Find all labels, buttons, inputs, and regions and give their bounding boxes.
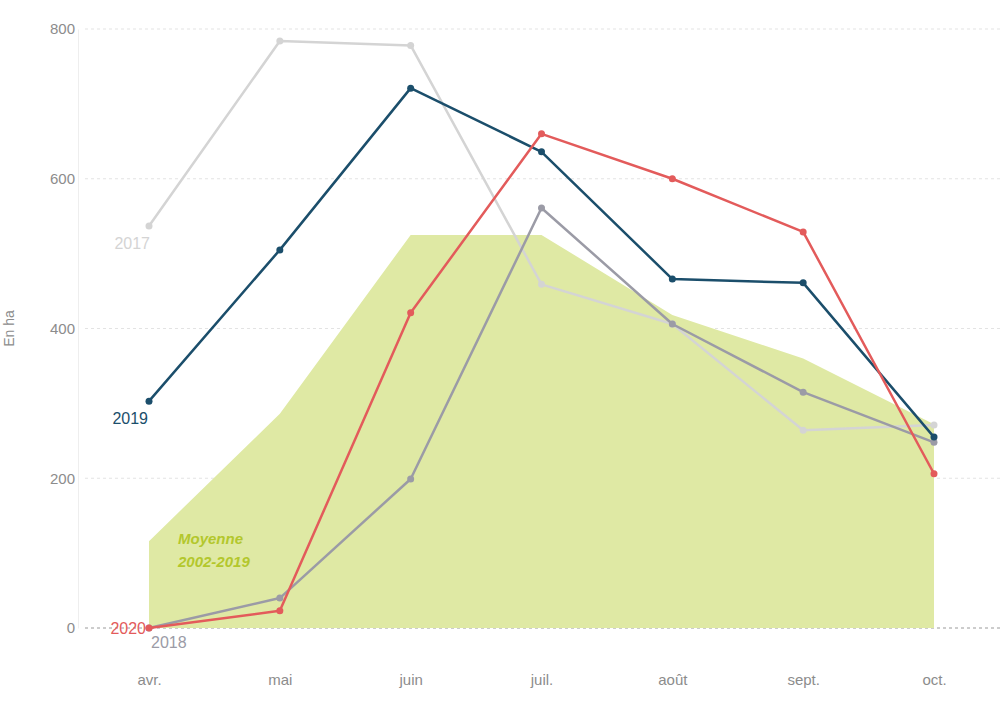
y-tick: 800 [50, 20, 78, 37]
point [146, 398, 153, 405]
point [931, 434, 938, 441]
point [538, 281, 545, 288]
grid [85, 29, 1000, 628]
point [931, 422, 938, 429]
x-axis-line [150, 665, 935, 666]
series-label: 2020 [110, 620, 146, 637]
y-tick: 600 [50, 170, 78, 187]
x-tick: sept. [787, 665, 820, 688]
point [276, 607, 283, 614]
point [407, 475, 414, 482]
y-axis: 0 200 400 600 800 [50, 20, 79, 636]
point [800, 389, 807, 396]
grid-line [85, 178, 1000, 179]
x-tick: juil. [530, 665, 554, 688]
series-label: Moyenne2002-2019 [177, 530, 250, 570]
y-tick-label: 600 [50, 170, 75, 187]
y-tick: 400 [50, 320, 78, 337]
y-tick-label: 400 [50, 320, 75, 337]
x-tick: juin [398, 665, 422, 688]
x-tick: mai [268, 665, 292, 688]
y-tick: 200 [50, 470, 78, 487]
point [800, 228, 807, 235]
point [276, 246, 283, 253]
plot-area [146, 37, 938, 631]
y-tick-label: 0 [67, 619, 75, 636]
x-axis: avr. mai juin juil. août sept. oct. [137, 665, 946, 688]
x-tick: avr. [137, 665, 161, 688]
line [149, 208, 934, 628]
point [800, 427, 807, 434]
point [931, 470, 938, 477]
point [538, 130, 545, 137]
point [538, 204, 545, 211]
point [669, 321, 676, 328]
x-tick-label: mai [268, 671, 292, 688]
point [669, 321, 676, 328]
grid-line [85, 29, 1000, 30]
y-axis-title: En ha [1, 310, 17, 347]
series-label: 2017 [114, 235, 150, 252]
point [800, 279, 807, 286]
x-tick-label: juin [398, 671, 422, 688]
x-tick-label: août [658, 671, 688, 688]
series-label: 2019 [112, 410, 148, 427]
x-tick-label: avr. [137, 671, 161, 688]
point [146, 222, 153, 229]
chart: 0 200 400 600 800 En ha avr. mai juin juil. août se… [0, 0, 1007, 705]
y-tick-label: 800 [50, 20, 75, 37]
line [149, 134, 934, 628]
x-tick-label: juil. [530, 671, 554, 688]
point [669, 276, 676, 283]
line [149, 88, 934, 437]
y-tick: 0 [67, 619, 78, 636]
point [276, 595, 283, 602]
point [407, 85, 414, 92]
point [146, 625, 153, 632]
point [538, 148, 545, 155]
line [149, 41, 934, 430]
point [407, 309, 414, 316]
x-tick-label: sept. [787, 671, 820, 688]
x-tick: août [658, 665, 688, 688]
point [146, 625, 153, 632]
point [407, 42, 414, 49]
y-tick-label: 200 [50, 470, 75, 487]
series-label: 2018 [151, 634, 187, 651]
area [149, 235, 934, 628]
point [669, 175, 676, 182]
point [276, 37, 283, 44]
x-tick: oct. [922, 665, 946, 688]
x-tick-label: oct. [922, 671, 946, 688]
y-axis-line [78, 30, 79, 629]
